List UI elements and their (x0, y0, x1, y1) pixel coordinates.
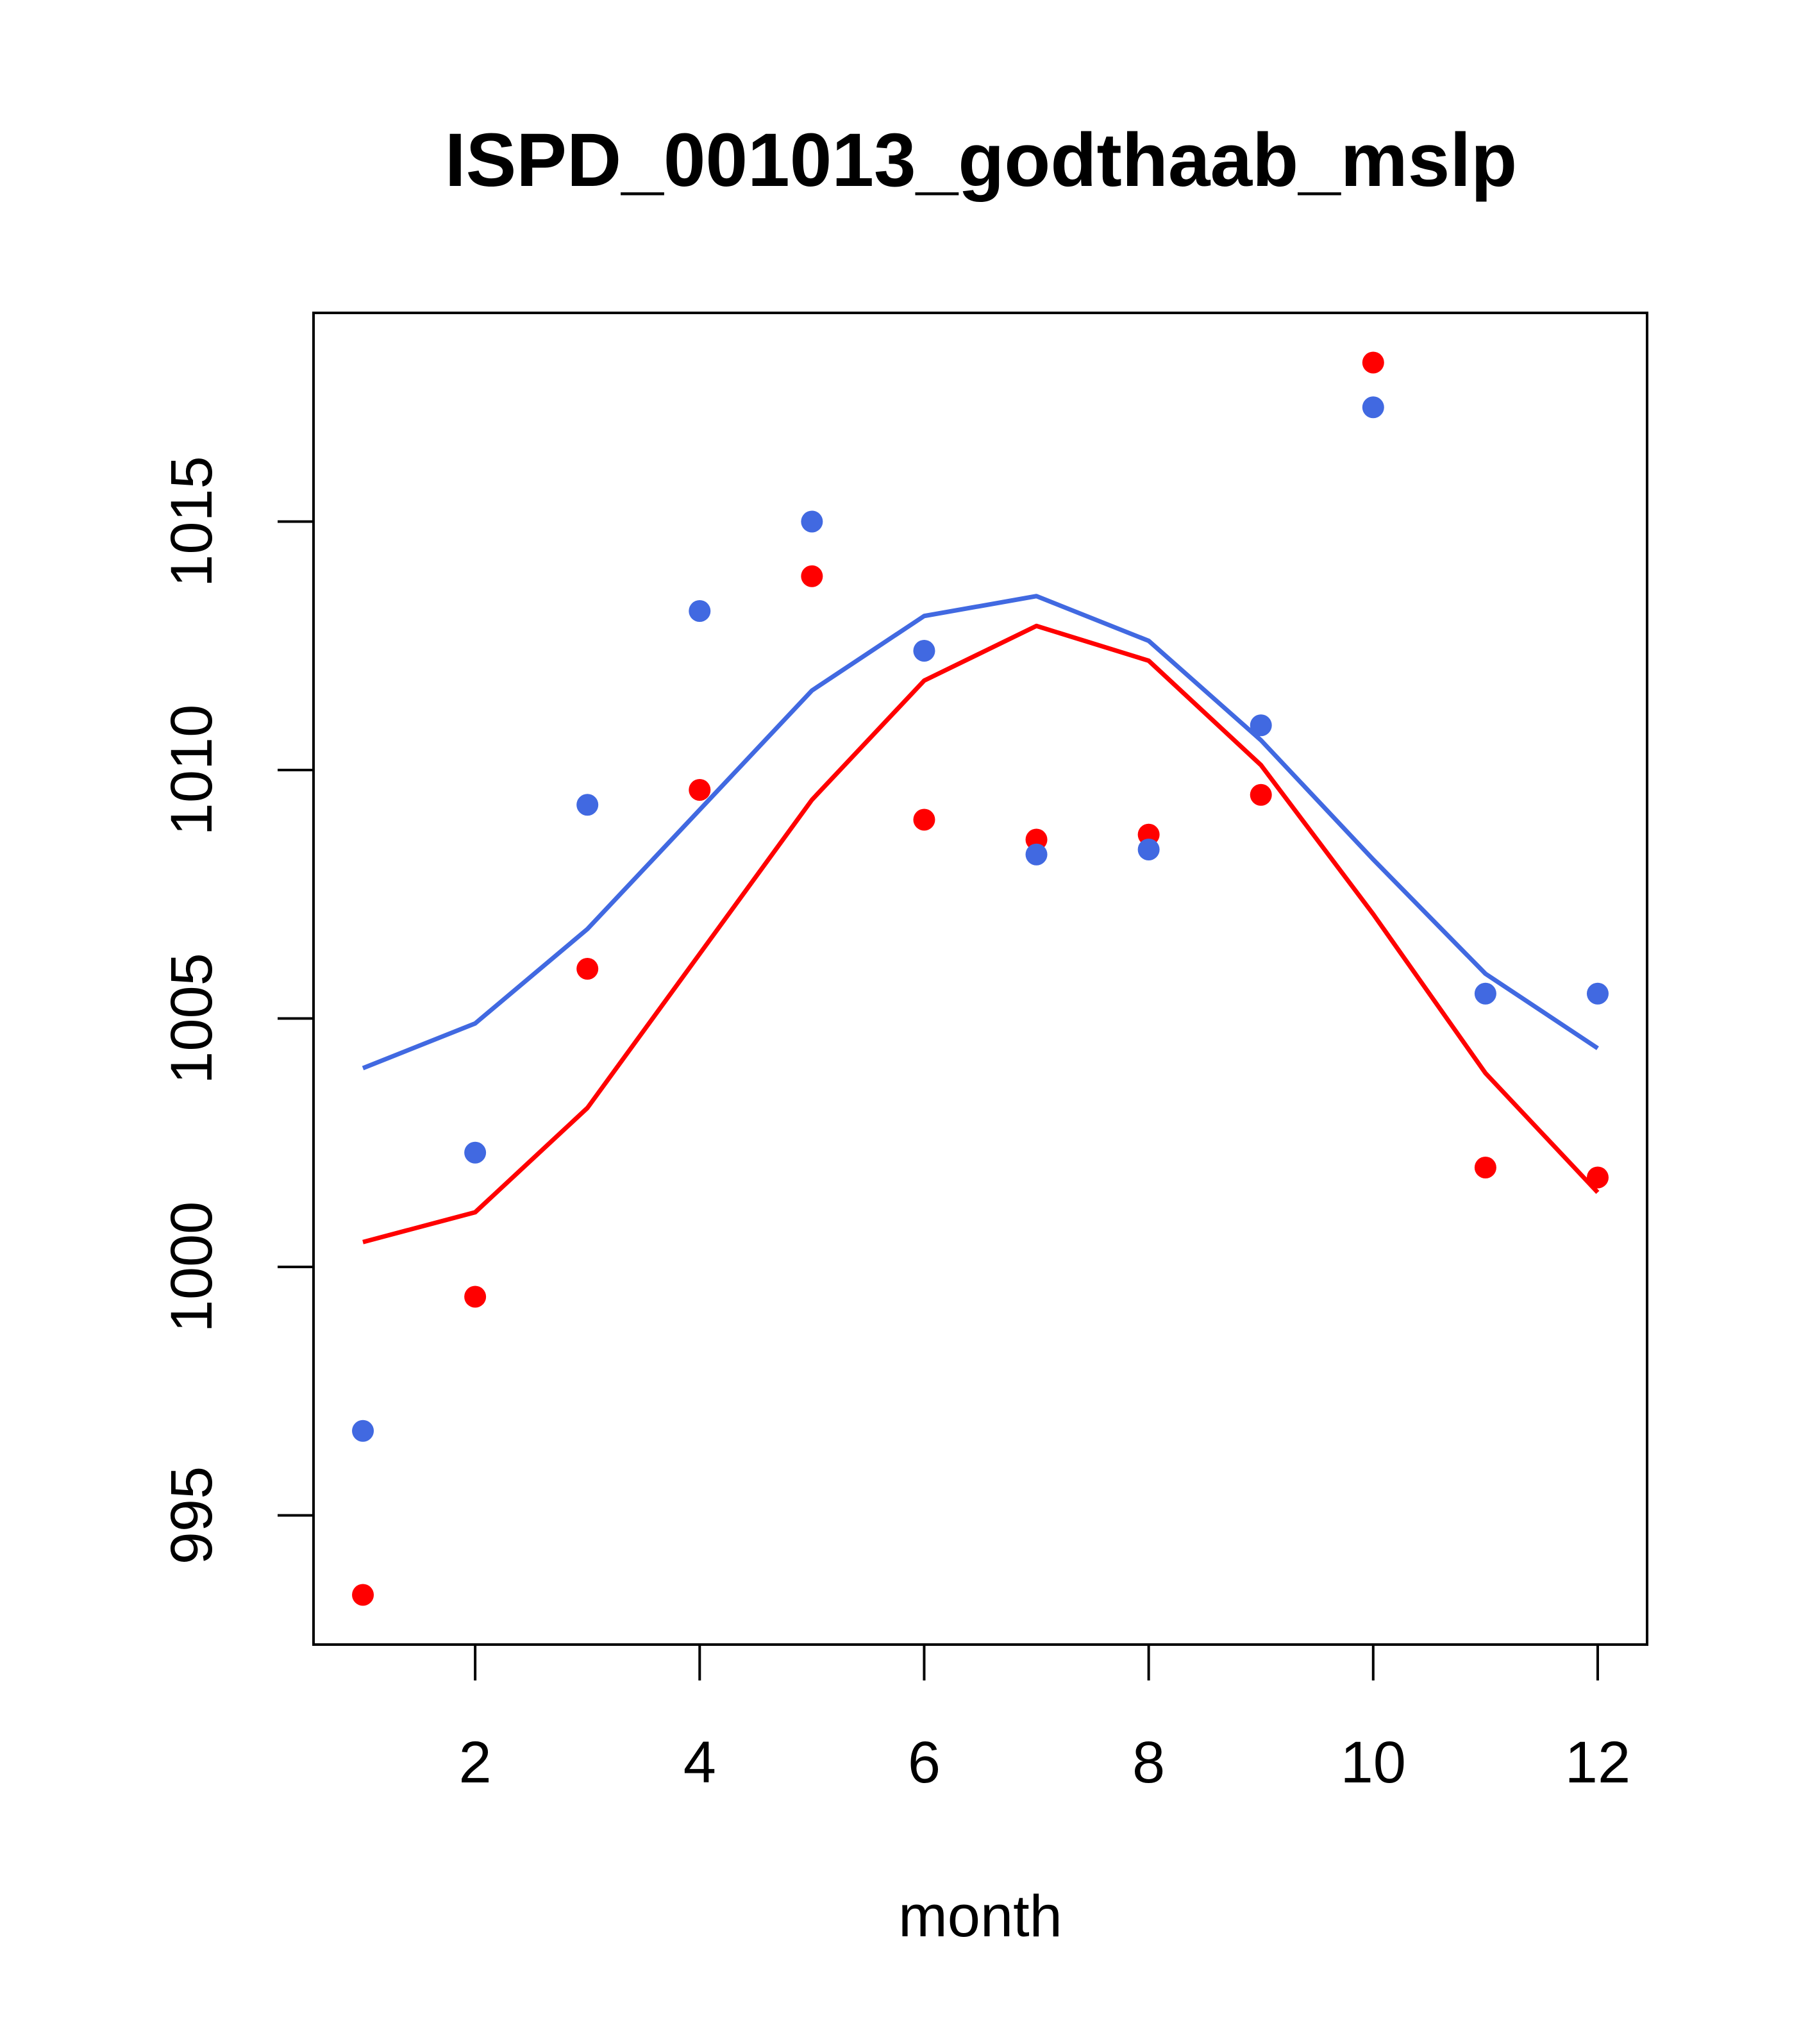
series-1-point (352, 1584, 374, 1606)
series-2-point (464, 1141, 487, 1164)
series-1 (352, 351, 1609, 1606)
series-1-point (1474, 1157, 1496, 1178)
series-2-point (689, 600, 711, 622)
series-1-point (1586, 1166, 1609, 1189)
series-2-point (1137, 839, 1160, 860)
series-2-point (1362, 396, 1384, 419)
series-2-point (576, 794, 599, 816)
plot-frame (312, 312, 1648, 1646)
series-1-point (464, 1286, 487, 1308)
series-2-point (1250, 714, 1272, 737)
series-1-point (689, 779, 711, 801)
series-2-point (801, 510, 823, 533)
x-tick-label: 6 (908, 1730, 941, 1795)
y-axis: 995 1000 1005 1010 1015 (159, 456, 314, 1564)
series-1-point (576, 958, 599, 980)
series-2-point (352, 1420, 374, 1442)
series-1-point (1025, 828, 1048, 851)
y-tick-label: 1005 (159, 953, 224, 1084)
series-1-point (1362, 351, 1384, 374)
series-2-point (1025, 843, 1048, 866)
series-layer (352, 351, 1609, 1606)
series-2 (352, 396, 1609, 1442)
series-2-point (1474, 982, 1496, 1005)
chart-title: ISPD_001013_godthaab_mslp (445, 118, 1517, 203)
y-tick-label: 1000 (159, 1202, 224, 1333)
series-2-point (913, 640, 935, 662)
series-2-line (362, 594, 1599, 1071)
series-1-point (801, 565, 823, 587)
series-1-point (1250, 783, 1272, 806)
series-1-line (362, 623, 1600, 1244)
y-tick-label: 1010 (159, 705, 224, 836)
series-1-point (913, 808, 935, 831)
y-tick-label: 1015 (159, 456, 224, 587)
x-tick-label: 2 (459, 1730, 492, 1795)
x-axis-label: month (898, 1884, 1062, 1949)
x-axis: 2 4 6 8 10 12 (459, 1645, 1630, 1795)
y-tick-label: 995 (159, 1466, 224, 1565)
x-tick-label: 12 (1565, 1730, 1630, 1795)
x-tick-label: 8 (1132, 1730, 1165, 1795)
x-tick-label: 4 (683, 1730, 716, 1795)
series-1-point (1137, 823, 1160, 846)
series-2-point (1586, 982, 1609, 1005)
x-tick-label: 10 (1341, 1730, 1406, 1795)
